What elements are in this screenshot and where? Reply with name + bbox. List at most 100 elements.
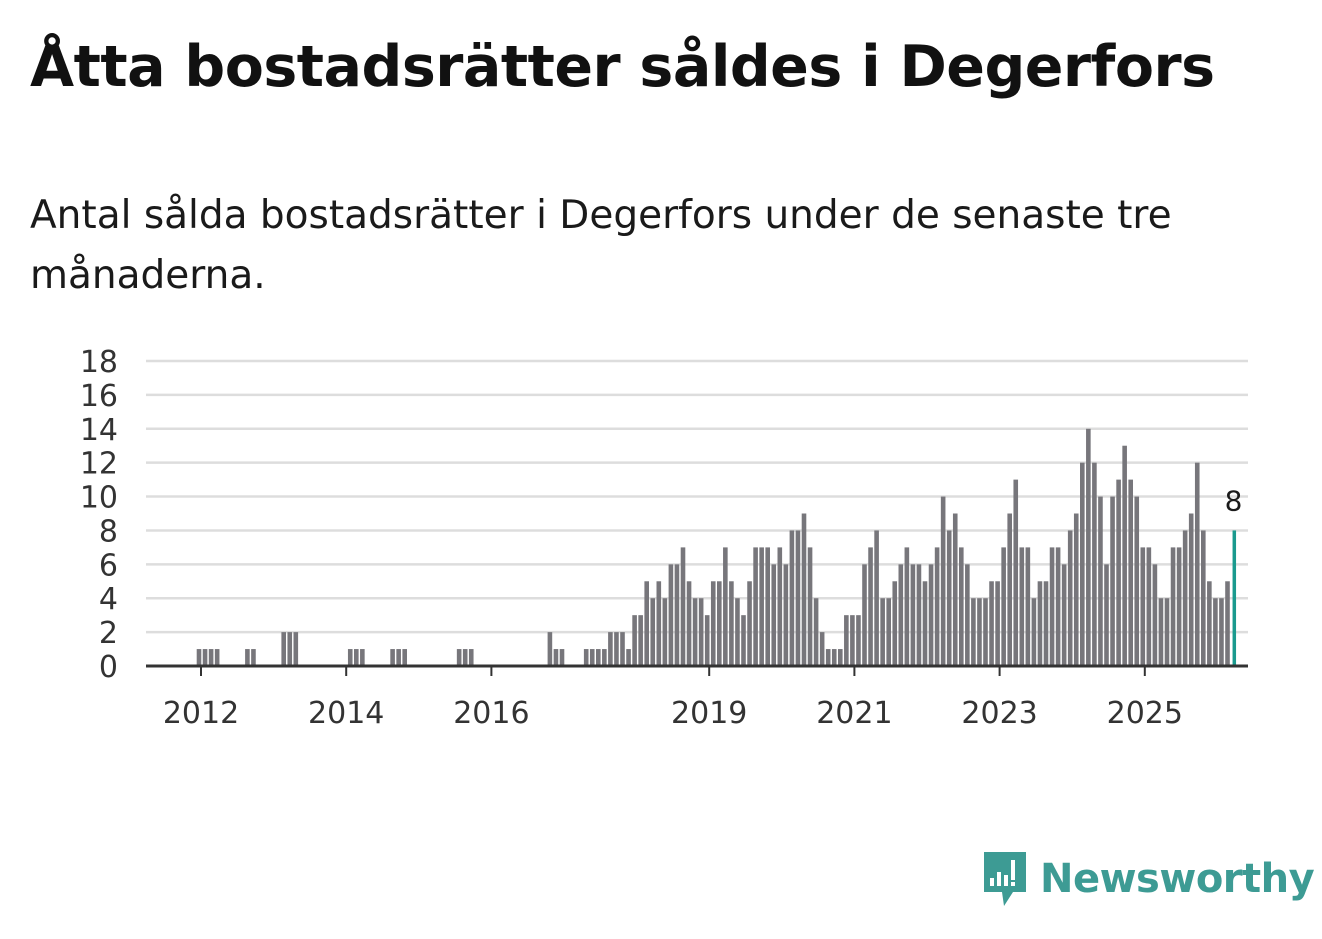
bar bbox=[777, 547, 783, 666]
bar bbox=[1025, 547, 1031, 666]
bar bbox=[735, 598, 740, 666]
bar bbox=[1170, 547, 1176, 666]
bar bbox=[704, 615, 710, 666]
bar bbox=[753, 547, 758, 666]
bar bbox=[456, 649, 462, 666]
bar bbox=[1225, 581, 1230, 666]
x-tick-label: 2016 bbox=[453, 696, 529, 731]
bar bbox=[686, 581, 692, 666]
bar bbox=[928, 564, 934, 666]
bar bbox=[293, 632, 299, 666]
bar bbox=[898, 564, 904, 666]
bar bbox=[922, 581, 928, 666]
bar bbox=[674, 564, 680, 666]
bar bbox=[983, 598, 988, 666]
bar bbox=[354, 649, 359, 666]
bar bbox=[680, 547, 686, 666]
bar bbox=[1013, 479, 1019, 666]
bar bbox=[589, 649, 595, 666]
y-tick-label: 6 bbox=[99, 548, 118, 583]
bar bbox=[862, 564, 867, 666]
bar bbox=[1182, 530, 1188, 666]
bar bbox=[1104, 564, 1109, 666]
bar bbox=[390, 649, 395, 666]
bar bbox=[608, 632, 613, 666]
bar bbox=[892, 581, 898, 666]
bar bbox=[1007, 513, 1012, 666]
bar bbox=[934, 547, 940, 666]
bar bbox=[668, 564, 674, 666]
bar bbox=[462, 649, 468, 666]
brand-name: Newsworthy bbox=[1040, 856, 1315, 902]
bar bbox=[1061, 564, 1067, 666]
bar bbox=[287, 632, 293, 666]
bar bbox=[698, 598, 704, 666]
bar bbox=[959, 547, 964, 666]
bar-series bbox=[196, 428, 1237, 666]
bar bbox=[1176, 547, 1182, 666]
bar bbox=[583, 649, 589, 666]
y-tick-label: 14 bbox=[80, 413, 118, 448]
bar bbox=[281, 632, 286, 666]
bar bbox=[874, 530, 879, 666]
bar bbox=[347, 649, 353, 666]
bar bbox=[251, 649, 256, 666]
y-tick-label: 10 bbox=[80, 481, 118, 516]
bar bbox=[245, 649, 250, 666]
y-tick-label: 8 bbox=[99, 514, 118, 549]
bar bbox=[747, 581, 752, 666]
bar bbox=[602, 649, 607, 666]
bar bbox=[656, 581, 662, 666]
bar bbox=[1140, 547, 1146, 666]
bar bbox=[1219, 598, 1224, 666]
y-tick-label: 0 bbox=[99, 650, 118, 685]
bar bbox=[1128, 479, 1133, 666]
bar bbox=[831, 649, 837, 666]
bar bbox=[1134, 496, 1140, 666]
bar bbox=[989, 581, 994, 666]
bar bbox=[807, 547, 813, 666]
bar bbox=[729, 581, 734, 666]
chart-subtitle: Antal sålda bostadsrätter i Degerfors un… bbox=[30, 193, 1172, 298]
bar bbox=[1098, 496, 1103, 666]
bar bbox=[1037, 581, 1043, 666]
bar bbox=[771, 564, 777, 666]
x-tick-label: 2012 bbox=[163, 696, 239, 731]
bar bbox=[868, 547, 873, 666]
bar bbox=[886, 598, 891, 666]
bar bbox=[904, 547, 910, 666]
bar bbox=[360, 649, 365, 666]
bar bbox=[1067, 530, 1073, 666]
x-tick-label: 2023 bbox=[961, 696, 1037, 731]
bar bbox=[396, 649, 401, 666]
bar bbox=[952, 513, 958, 666]
bar bbox=[596, 649, 601, 666]
bar bbox=[1043, 581, 1049, 666]
bar bbox=[844, 615, 849, 666]
bar bbox=[759, 547, 764, 666]
brand-logo: Newsworthy bbox=[980, 848, 1315, 910]
bar bbox=[1146, 547, 1152, 666]
bar bbox=[1086, 428, 1091, 666]
bar bbox=[662, 598, 668, 666]
newsworthy-logo-icon bbox=[984, 852, 1026, 906]
bar bbox=[214, 649, 220, 666]
bar bbox=[819, 632, 825, 666]
bar bbox=[850, 615, 855, 666]
bar bbox=[547, 632, 553, 666]
gridlines bbox=[146, 359, 1248, 634]
bar bbox=[789, 530, 795, 666]
bar bbox=[838, 649, 843, 666]
bar bbox=[1110, 496, 1115, 666]
bar bbox=[650, 598, 656, 666]
bar bbox=[692, 598, 698, 666]
bar bbox=[795, 530, 801, 666]
bar bbox=[916, 564, 922, 666]
y-tick-label: 12 bbox=[80, 447, 118, 482]
bar bbox=[765, 547, 770, 666]
bar bbox=[614, 632, 619, 666]
bar bbox=[910, 564, 916, 666]
bar bbox=[1031, 598, 1037, 666]
bar bbox=[644, 581, 649, 666]
